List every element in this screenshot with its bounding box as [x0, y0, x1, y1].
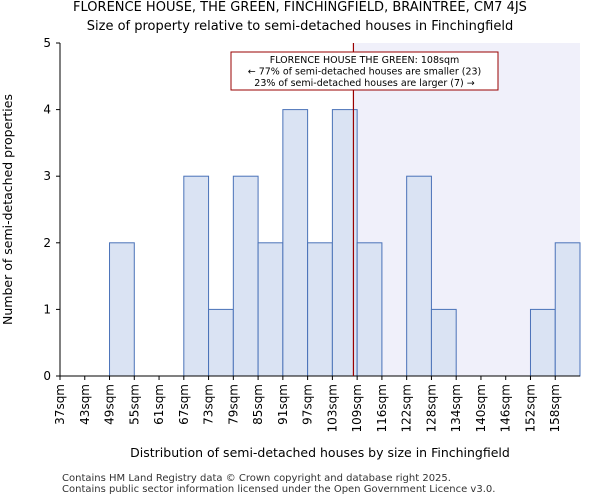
y-tick-label: 1 [43, 302, 51, 316]
x-tick-label: 61sqm [152, 384, 166, 425]
x-tick-label: 103sqm [325, 384, 339, 432]
x-tick-label: 109sqm [350, 384, 364, 432]
histogram-bar [232, 175, 259, 377]
histogram-bar [109, 242, 135, 377]
histogram-bar [406, 175, 432, 377]
x-tick-label: 49sqm [103, 384, 117, 425]
x-tick-label: 128sqm [424, 384, 438, 432]
histogram-bar [307, 242, 333, 377]
x-tick-label: 140sqm [474, 384, 488, 432]
x-tick-label: 158sqm [548, 384, 562, 432]
x-tick-label: 37sqm [53, 384, 67, 425]
x-tick-label: 43sqm [78, 384, 92, 425]
histogram-bar [257, 242, 284, 377]
annotation-box [230, 51, 499, 91]
x-tick-label: 55sqm [127, 384, 141, 425]
histogram-bar [356, 242, 383, 377]
annotation-text-line: ← 77% of semi-detached houses are smalle… [248, 67, 482, 78]
x-tick-label: 122sqm [400, 384, 414, 432]
y-tick-label: 0 [43, 369, 51, 383]
x-tick-label: 79sqm [226, 384, 240, 425]
histogram-bar [529, 308, 556, 377]
annotation-text-line: FLORENCE HOUSE THE GREEN: 108sqm [270, 55, 460, 66]
footer-licence: Contains public sector information licen… [62, 484, 496, 495]
y-tick-label: 2 [43, 236, 51, 250]
x-tick-label: 91sqm [276, 384, 290, 425]
x-tick-label: 134sqm [449, 384, 463, 432]
histogram-bar [430, 308, 457, 377]
y-tick-label: 5 [43, 36, 51, 50]
x-tick-label: 85sqm [251, 384, 265, 425]
histogram-bar [208, 308, 234, 377]
y-tick-label: 4 [43, 103, 51, 117]
x-tick-label: 67sqm [177, 384, 191, 425]
footer-copyright: Contains HM Land Registry data © Crown c… [62, 473, 451, 484]
annotation-text-line: 23% of semi-detached houses are larger (… [254, 78, 474, 89]
x-axis-label: Distribution of semi-detached houses by … [130, 445, 510, 460]
histogram-bar [183, 175, 210, 377]
x-tick-label: 116sqm [375, 384, 389, 432]
histogram-bar [554, 242, 581, 377]
x-tick-label: 146sqm [499, 384, 513, 432]
y-tick-label: 3 [43, 169, 51, 183]
x-tick-label: 97sqm [301, 384, 315, 425]
y-axis-label: Number of semi-detached properties [0, 94, 15, 325]
chart-subtitle: Size of property relative to semi-detach… [86, 19, 514, 34]
histogram-bar [282, 109, 309, 377]
x-tick-label: 152sqm [523, 384, 537, 432]
chart-title: FLORENCE HOUSE, THE GREEN, FINCHINGFIELD… [73, 0, 527, 15]
x-tick-label: 73sqm [202, 384, 216, 425]
